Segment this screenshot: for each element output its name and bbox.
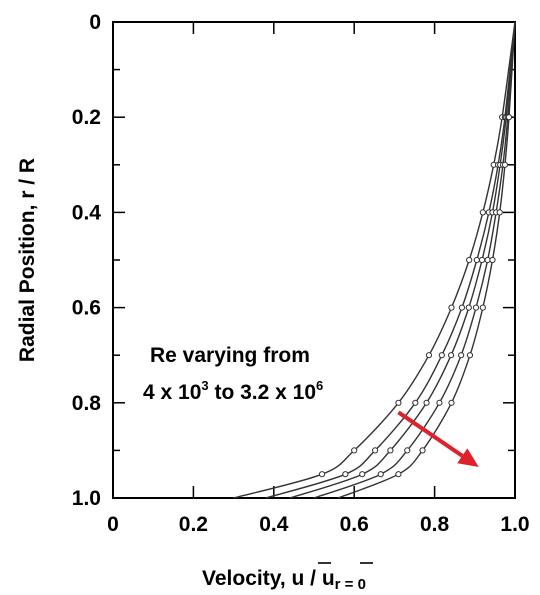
series-marker <box>359 471 366 478</box>
plot-frame <box>112 21 516 499</box>
x-axis-title-u2: u <box>322 567 335 590</box>
series-marker <box>342 471 349 478</box>
annotation-line2: 4 x 103 to 3.2 x 106 <box>143 378 323 404</box>
series-marker <box>377 471 384 478</box>
annotation-exponent-a: 3 <box>201 378 208 393</box>
series-marker <box>479 304 486 311</box>
series-marker <box>458 352 465 359</box>
series-marker <box>419 447 426 454</box>
x-tick-label: 0.4 <box>259 513 289 536</box>
arrow-shaft <box>397 410 464 458</box>
x-tick-label: 1.0 <box>500 513 529 536</box>
annotation-arrow <box>397 410 479 468</box>
series-marker <box>436 399 443 406</box>
series-marker <box>448 399 455 406</box>
series-marker <box>472 304 480 311</box>
annotation-base-b: to 3.2 x 10 <box>209 381 316 404</box>
y-tick-label: 1.0 <box>72 487 101 510</box>
y-tick-label: 0.8 <box>72 392 102 415</box>
series-marker <box>465 304 472 311</box>
x-axis-title-u1: u <box>292 567 305 590</box>
y-axis-title: Radial Position, r / R <box>16 158 39 362</box>
annotation-exponent-b: 6 <box>316 378 323 393</box>
series-marker <box>478 256 486 264</box>
series-marker <box>458 304 466 311</box>
series-marker <box>412 399 419 406</box>
arrow-head <box>457 448 479 468</box>
series-marker <box>466 352 474 359</box>
x-tick-labels: 0 0.2 0.4 0.6 0.8 1.0 <box>107 513 529 536</box>
series-marker <box>372 447 379 454</box>
series-marker <box>447 352 455 359</box>
x-tick-label: 0.8 <box>420 513 450 536</box>
x-axis-title-prefix: Velocity, <box>202 567 292 590</box>
series-marker <box>404 447 411 454</box>
series-marker <box>438 352 445 359</box>
series-marker <box>387 447 394 454</box>
x-axis-title-subscript: r = 0 <box>335 576 366 593</box>
y-tick-labels: 0 0.2 0.4 0.6 0.8 1.0 <box>72 11 102 510</box>
y-tick-label: 0.6 <box>72 297 101 320</box>
series-marker <box>448 304 455 311</box>
series-marker <box>489 256 496 264</box>
series-marker <box>395 471 402 478</box>
y-tick-label: 0.2 <box>72 106 101 129</box>
x-tick-label: 0.6 <box>340 513 369 536</box>
series-marker <box>479 209 486 216</box>
series-marker <box>473 256 480 264</box>
x-tick-label: 0.2 <box>179 513 208 536</box>
y-tick-label: 0 <box>89 11 101 34</box>
series-marker <box>423 399 430 406</box>
annotation-base-a: 4 x 10 <box>143 381 201 404</box>
x-axis-title-slash: / <box>304 567 322 590</box>
series-marker <box>395 399 402 406</box>
series-marker <box>425 352 433 359</box>
series-marker <box>351 447 358 454</box>
series-marker <box>505 114 513 121</box>
series-marker <box>318 471 326 478</box>
data-series <box>233 21 516 499</box>
x-tick-label: 0 <box>107 513 119 536</box>
series-marker <box>466 256 473 264</box>
series-marker <box>501 161 509 168</box>
x-axis-title: Velocity, u / ur = 0 <box>202 567 366 593</box>
annotation-line1: Re varying from <box>150 344 310 367</box>
y-tick-label: 0.4 <box>72 201 102 224</box>
series-marker <box>496 209 503 216</box>
